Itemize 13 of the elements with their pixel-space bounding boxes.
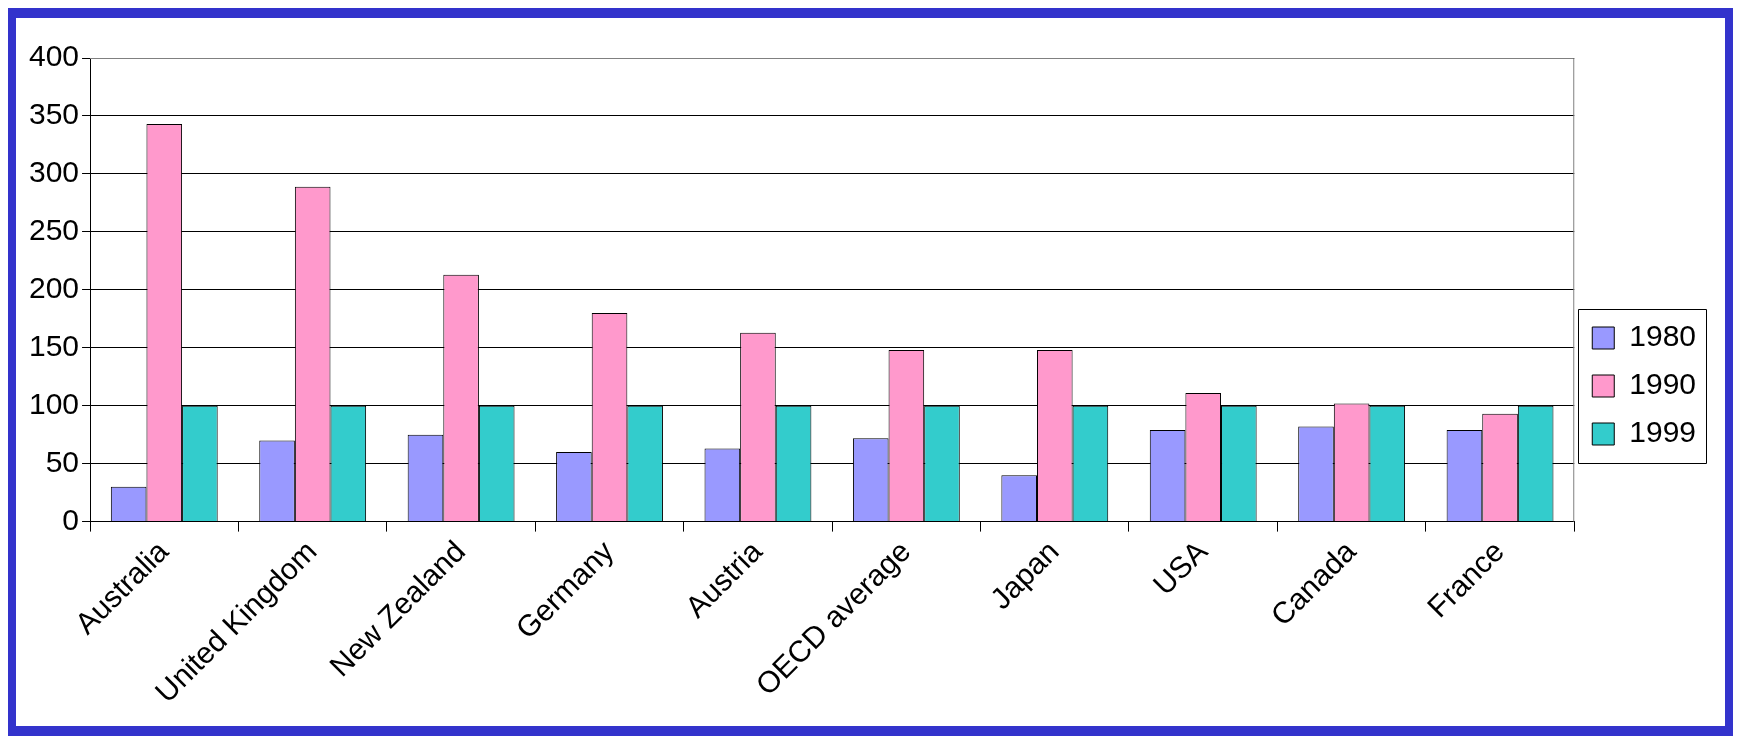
y-tick-label: 300 (28, 155, 80, 189)
y-tick-label: 350 (28, 97, 80, 131)
y-tick-label: 250 (28, 213, 80, 247)
y-tick-label: 150 (28, 329, 80, 363)
y-tick-label: 0 (62, 502, 80, 536)
legend-label: 1990 (1629, 367, 1697, 401)
legend-label: 1980 (1629, 319, 1697, 353)
legend-label: 1999 (1629, 415, 1697, 449)
y-tick-label: 100 (28, 386, 80, 420)
y-tick-label: 50 (45, 444, 80, 478)
x-tick-label: USA (1146, 534, 1214, 602)
y-tick-label: 400 (28, 39, 80, 73)
y-tick-label: 200 (28, 271, 80, 305)
